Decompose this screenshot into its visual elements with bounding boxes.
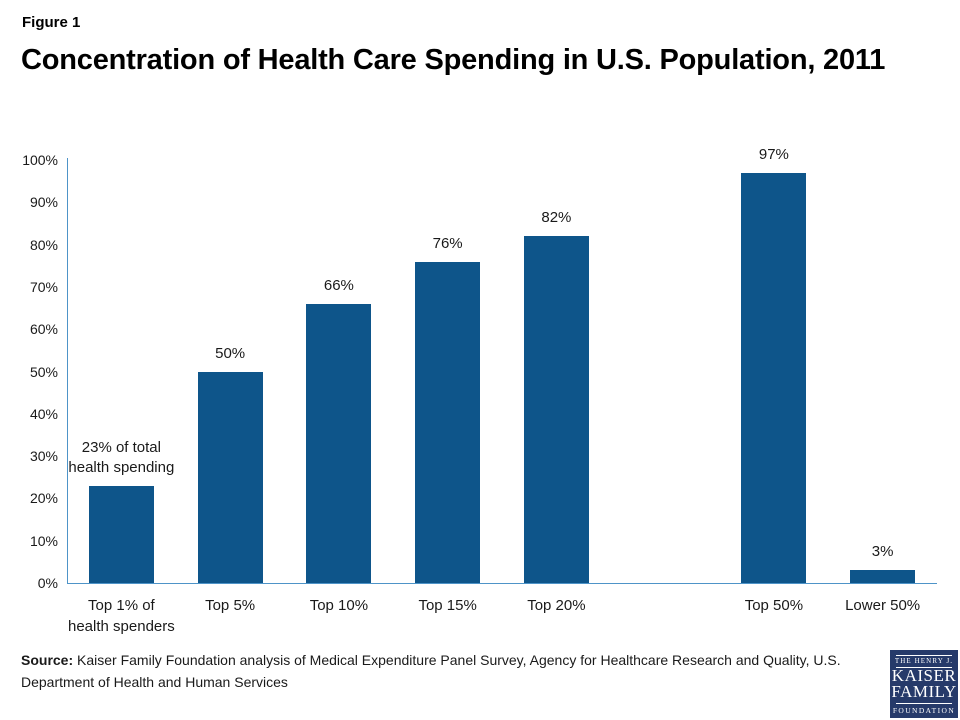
- x-axis-label: Top 15%: [418, 597, 477, 614]
- source-note: Source: Kaiser Family Foundation analysi…: [21, 649, 871, 693]
- x-axis-label: Top 20%: [527, 597, 586, 614]
- x-axis-label: Top 1% of health spenders: [68, 597, 175, 635]
- bar: [306, 303, 372, 583]
- logo-family-text: FAMILY: [891, 682, 957, 701]
- source-label: Source:: [21, 652, 74, 668]
- y-axis-label: 20%: [29, 490, 58, 507]
- x-axis-label: Top 10%: [309, 597, 369, 614]
- x-axis-label: Top 50%: [744, 597, 804, 614]
- figure-label: Figure 1: [22, 14, 81, 31]
- logo-rule-top: [896, 655, 952, 656]
- bar: [197, 371, 263, 583]
- x-axis-line: [67, 583, 937, 584]
- y-axis-label: 80%: [29, 236, 58, 253]
- bar-value-label: 23% of total health spending: [68, 438, 175, 476]
- bar: [850, 570, 916, 583]
- bar: [88, 485, 154, 583]
- x-axis-label: Top 5%: [205, 597, 256, 614]
- bar-value-label: 97%: [758, 145, 789, 163]
- y-axis-line: [67, 158, 68, 583]
- y-axis-label: 40%: [29, 405, 58, 422]
- bar-value-label: 82%: [541, 209, 572, 227]
- page-title: Concentration of Health Care Spending in…: [21, 44, 886, 76]
- logo-kaiser-text: KAISER: [891, 666, 957, 685]
- source-text: Kaiser Family Foundation analysis of Med…: [21, 652, 841, 690]
- y-axis-label: 100%: [22, 152, 58, 168]
- bar-value-label: 50%: [215, 344, 246, 362]
- bar-value-label: 3%: [871, 543, 894, 561]
- logo-rule-middle: [896, 667, 952, 668]
- bar-value-label: 76%: [432, 234, 463, 252]
- y-axis-label: 50%: [29, 363, 58, 380]
- y-axis-label: 0%: [37, 575, 58, 591]
- y-axis-label: 60%: [29, 321, 58, 338]
- bar-value-label: 66%: [323, 276, 354, 294]
- logo-foundation-text: FOUNDATION: [892, 706, 956, 715]
- bar: [523, 236, 589, 583]
- kff-logo: THE HENRY J. KAISER FAMILY FOUNDATION: [890, 650, 958, 718]
- logo-rule-bottom: [896, 703, 952, 704]
- y-axis-label: 90%: [29, 194, 58, 211]
- y-axis-label: 70%: [29, 278, 58, 295]
- bar: [741, 172, 807, 583]
- logo-henry-j-text: THE HENRY J.: [894, 657, 954, 665]
- y-axis-label: 30%: [29, 448, 58, 465]
- bar: [415, 261, 481, 583]
- y-axis-label: 10%: [29, 532, 58, 549]
- x-axis-label: Lower 50%: [845, 597, 921, 614]
